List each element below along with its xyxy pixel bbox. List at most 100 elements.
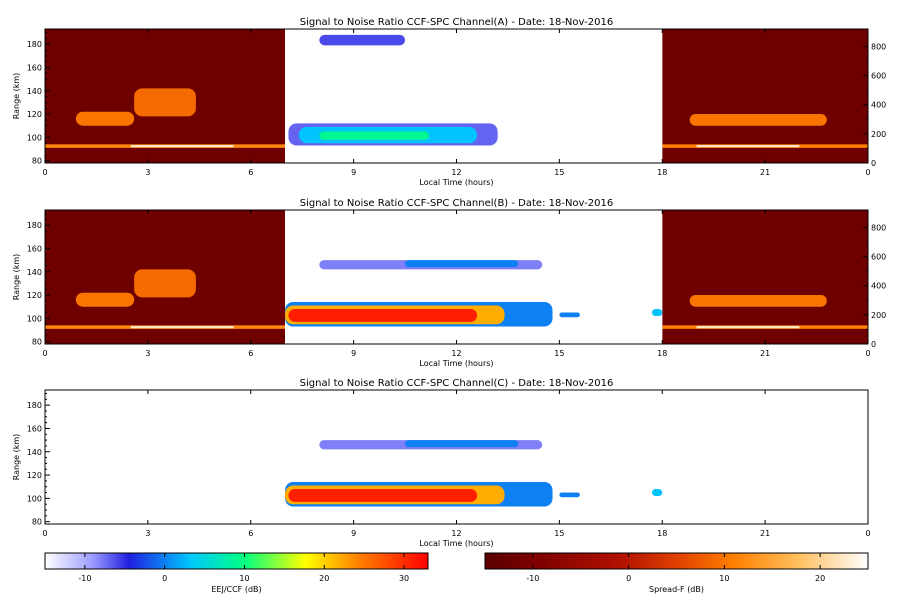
y-axis-label: Range (km) (12, 434, 21, 481)
colorbar-tick-label: 0 (162, 574, 167, 583)
right-tick-label: 800 (871, 42, 886, 51)
night-base (662, 210, 868, 344)
colorbar-gradient (44, 552, 429, 570)
right-tick-label: 0 (871, 340, 876, 349)
x-axis-label: Local Time (hours) (419, 539, 493, 548)
panel-c: Signal to Noise Ratio CCF-SPC Channel(C)… (12, 378, 871, 548)
y-tick-label: 160 (27, 63, 42, 72)
y-tick-label: 100 (27, 133, 42, 142)
echo-150 (319, 34, 406, 46)
y-tick-label: 180 (27, 401, 42, 410)
x-tick-label: 6 (248, 349, 253, 358)
x-tick-label: 9 (351, 168, 356, 177)
colorbar-tick-label: 10 (239, 574, 249, 583)
x-tick-label: 15 (554, 349, 564, 358)
panel-title: Signal to Noise Ratio CCF-SPC Channel(A)… (300, 17, 614, 28)
x-tick-label: 21 (760, 168, 770, 177)
y-tick-label: 120 (27, 291, 42, 300)
y-tick-label: 160 (27, 424, 42, 433)
x-tick-label: 0 (865, 349, 870, 358)
colorbars: -10 0 10 20 30 EEJ/CCF (dB) -10 0 10 20 Spread-F (… (44, 552, 869, 594)
panel-title: Signal to Noise Ratio CCF-SPC Channel(C)… (300, 378, 614, 389)
x-tick-label: 18 (657, 349, 667, 358)
colorbar-tick-label: 30 (399, 574, 409, 583)
y-tick-label: 80 (32, 157, 42, 166)
colorbar-tick-label: 20 (815, 574, 825, 583)
panel-a: Signal to Noise Ratio CCF-SPC Channel(A)… (12, 17, 886, 187)
colorbar-tick-label: 20 (319, 574, 329, 583)
colorbar-spreadf: -10 0 10 20 Spread-F (dB) (484, 552, 869, 594)
right-tick-label: 0 (871, 159, 876, 168)
x-tick-label: 15 (554, 529, 564, 538)
spread-f-patch (75, 292, 135, 307)
echo-150 (405, 260, 519, 268)
eej-core (288, 309, 478, 322)
echo-150 (405, 440, 519, 448)
x-tick-label: 6 (248, 529, 253, 538)
y-tick-label: 140 (27, 268, 42, 277)
eej-tail (651, 309, 663, 317)
night-band-core (696, 144, 800, 148)
right-tick-label: 200 (871, 130, 886, 139)
panel-title: Signal to Noise Ratio CCF-SPC Channel(B)… (300, 198, 614, 209)
eej-tail (559, 312, 580, 318)
colorbar-tick-label: -10 (526, 574, 539, 583)
y-tick-label: 100 (27, 314, 42, 323)
x-tick-label: 21 (760, 529, 770, 538)
x-tick-label: 3 (145, 529, 150, 538)
x-tick-label: 3 (145, 168, 150, 177)
x-tick-label: 18 (657, 529, 667, 538)
y-tick-label: 160 (27, 244, 42, 253)
y-tick-label: 120 (27, 471, 42, 480)
x-tick-label: 0 (865, 168, 870, 177)
colorbar-label: EEJ/CCF (dB) (211, 585, 261, 594)
x-tick-label: 9 (351, 349, 356, 358)
y-axis-label: Range (km) (12, 254, 21, 301)
x-tick-label: 3 (145, 349, 150, 358)
eej-tail (651, 489, 663, 497)
colorbar-eej: -10 0 10 20 30 EEJ/CCF (dB) (44, 552, 429, 594)
x-tick-label: 12 (451, 529, 461, 538)
plot-area (45, 210, 868, 344)
x-axis-label: Local Time (hours) (419, 359, 493, 368)
x-tick-label: 0 (42, 168, 47, 177)
y-axis-label: Range (km) (12, 73, 21, 120)
right-tick-label: 400 (871, 101, 886, 110)
y-tick-label: 80 (32, 518, 42, 527)
y-tick-label: 180 (27, 40, 42, 49)
x-tick-label: 0 (865, 529, 870, 538)
eej-core (319, 131, 430, 140)
night-band-core (130, 144, 234, 148)
spread-f-patch (134, 269, 196, 298)
spread-f-patch (134, 88, 196, 117)
right-tick-label: 800 (871, 223, 886, 232)
panel-b: Signal to Noise Ratio CCF-SPC Channel(B)… (12, 198, 886, 368)
colorbar-gradient (484, 552, 869, 570)
eej-tail (559, 492, 580, 498)
right-tick-label: 200 (871, 311, 886, 320)
panels: Signal to Noise Ratio CCF-SPC Channel(A)… (12, 17, 886, 548)
colorbar-tick-label: 10 (719, 574, 729, 583)
spread-f-patch (689, 295, 827, 307)
y-tick-label: 80 (32, 338, 42, 347)
x-tick-label: 15 (554, 168, 564, 177)
spread-f-patch (689, 114, 827, 126)
x-tick-label: 6 (248, 168, 253, 177)
x-tick-label: 9 (351, 529, 356, 538)
x-tick-label: 0 (42, 349, 47, 358)
right-tick-label: 600 (871, 72, 886, 81)
colorbar-tick-label: 0 (626, 574, 631, 583)
plot-area (285, 440, 663, 507)
x-tick-label: 12 (451, 349, 461, 358)
right-tick-label: 400 (871, 282, 886, 291)
colorbar-label: Spread-F (dB) (649, 585, 704, 594)
x-tick-label: 0 (42, 529, 47, 538)
x-tick-label: 21 (760, 349, 770, 358)
colorbar-tick-label: -10 (78, 574, 91, 583)
y-tick-label: 140 (27, 87, 42, 96)
eej-core (288, 489, 478, 502)
night-band-core (130, 325, 234, 329)
x-tick-label: 12 (451, 168, 461, 177)
night-base (662, 29, 868, 163)
